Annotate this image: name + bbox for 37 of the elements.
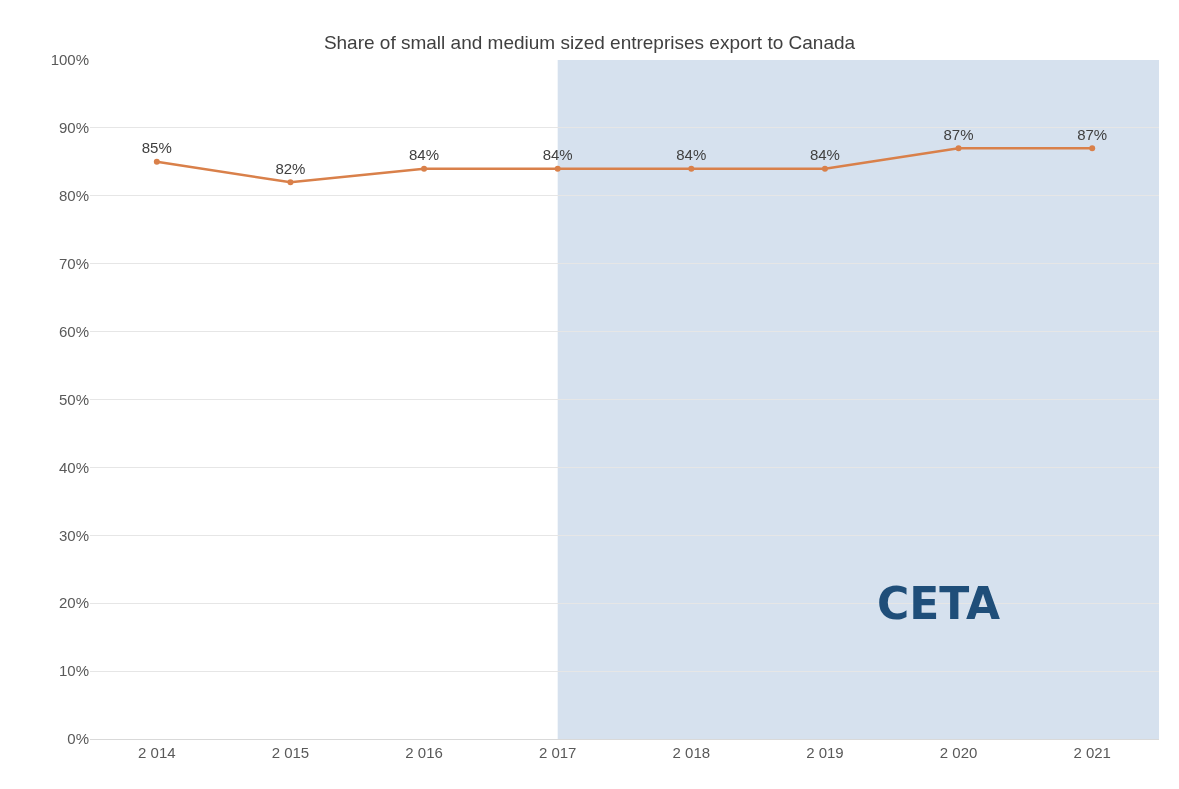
point [1089, 145, 1096, 152]
x-tick-label: 2 020 [939, 744, 978, 761]
y-tick-label: 20% [58, 594, 89, 612]
y-tick-label: 70% [58, 254, 89, 272]
x-tick-label: 2 018 [672, 744, 711, 761]
text: 87% [943, 125, 974, 143]
text: 84% [409, 146, 440, 164]
x-tick-label: 2 014 [138, 744, 176, 761]
point [287, 179, 294, 186]
text: 82% [275, 159, 306, 177]
x-tick-label: 2 021 [1073, 744, 1111, 761]
text: 84% [676, 146, 707, 164]
x-tick-label: 2 015 [271, 744, 310, 761]
point [688, 165, 695, 172]
y-tick-label: 30% [58, 526, 89, 544]
y-tick-label: 10% [58, 662, 89, 680]
y-tick-label: 50% [58, 390, 89, 408]
y-tick-label: 40% [58, 458, 89, 476]
point [421, 165, 428, 172]
x-tick-label: 2 016 [405, 744, 443, 761]
y-tick-label: 0% [67, 730, 89, 748]
point [153, 158, 160, 165]
text: 85% [141, 139, 172, 157]
y-tick-label: 90% [58, 119, 89, 137]
x-tick-label: 2 017 [538, 744, 577, 761]
text: 87% [1077, 125, 1108, 143]
chart-title: Share of small and medium sized entreprises export to Canada [323, 31, 856, 53]
band-label: CETA [877, 578, 1000, 629]
text: 84% [809, 146, 840, 164]
point [821, 165, 828, 172]
y-tick-label: 100% [50, 51, 89, 69]
x-tick-label: 2 019 [806, 744, 844, 761]
y-tick-label: 80% [58, 187, 89, 205]
text: 84% [542, 146, 573, 164]
y-tick-label: 60% [58, 322, 89, 340]
point [554, 165, 561, 172]
point [955, 145, 962, 152]
